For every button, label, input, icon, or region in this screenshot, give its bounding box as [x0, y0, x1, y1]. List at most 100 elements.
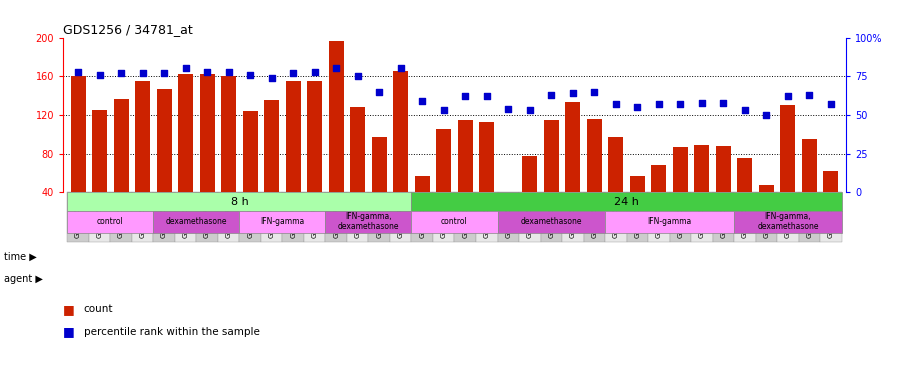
Point	[71, 69, 86, 75]
Point	[286, 70, 301, 76]
Bar	[820, 192, 842, 242]
Bar	[221, 76, 236, 192]
Point	[200, 69, 214, 75]
Bar	[157, 89, 172, 192]
Point	[523, 107, 537, 113]
Point	[393, 66, 408, 72]
Point	[565, 90, 580, 96]
Bar	[415, 176, 430, 192]
Point	[93, 72, 107, 78]
Bar	[178, 74, 194, 192]
Point	[630, 104, 644, 110]
Bar	[626, 192, 648, 242]
Bar	[522, 156, 537, 192]
Text: ■: ■	[63, 326, 75, 338]
Bar	[824, 171, 839, 192]
Bar	[393, 71, 409, 192]
Text: control: control	[441, 217, 468, 226]
Bar	[304, 192, 326, 242]
Bar	[239, 211, 326, 232]
Bar	[798, 192, 820, 242]
Bar	[328, 41, 344, 192]
Bar	[458, 120, 473, 192]
Point	[178, 66, 193, 72]
Bar	[307, 81, 322, 192]
Bar	[519, 192, 541, 242]
Bar	[734, 211, 842, 232]
Bar	[802, 139, 817, 192]
Bar	[411, 192, 433, 242]
Point	[135, 70, 149, 76]
Point	[308, 69, 322, 75]
Bar	[368, 192, 390, 242]
Bar	[153, 192, 175, 242]
Bar	[68, 192, 411, 211]
Bar	[734, 192, 756, 242]
Bar	[243, 111, 257, 192]
Point	[587, 88, 601, 94]
Point	[458, 93, 473, 99]
Point	[673, 101, 688, 107]
Bar	[476, 192, 498, 242]
Bar	[218, 192, 239, 242]
Bar	[89, 192, 111, 242]
Bar	[713, 192, 734, 242]
Bar	[346, 192, 368, 242]
Point	[350, 73, 365, 79]
Point	[824, 101, 838, 107]
Text: time ▶: time ▶	[4, 252, 37, 262]
Bar	[544, 120, 559, 192]
Bar	[694, 145, 709, 192]
Point	[652, 101, 666, 107]
Bar	[390, 192, 411, 242]
Bar	[541, 192, 562, 242]
Bar	[411, 211, 498, 232]
Bar	[780, 105, 796, 192]
Text: IFN-gamma,
dexamethasone: IFN-gamma, dexamethasone	[338, 212, 400, 231]
Bar	[652, 165, 666, 192]
Bar	[326, 192, 346, 242]
Bar	[433, 192, 454, 242]
Bar	[670, 192, 691, 242]
Bar	[648, 192, 670, 242]
Bar	[196, 192, 218, 242]
Text: GDS1256 / 34781_at: GDS1256 / 34781_at	[63, 23, 193, 36]
Bar	[479, 122, 494, 192]
Bar	[691, 192, 713, 242]
Point	[716, 99, 731, 105]
Point	[157, 70, 171, 76]
Text: ■: ■	[63, 303, 75, 316]
Text: dexamethasone: dexamethasone	[166, 217, 227, 226]
Text: 24 h: 24 h	[614, 196, 639, 207]
Bar	[716, 146, 731, 192]
Point	[221, 69, 236, 75]
Bar	[498, 211, 605, 232]
Point	[114, 70, 129, 76]
Point	[608, 101, 623, 107]
Point	[372, 88, 386, 94]
Text: IFN-gamma,
dexamethasone: IFN-gamma, dexamethasone	[757, 212, 819, 231]
Point	[802, 92, 816, 98]
Point	[436, 107, 451, 113]
Text: count: count	[84, 304, 113, 314]
Bar	[372, 137, 387, 192]
Point	[760, 112, 774, 118]
Bar	[587, 119, 602, 192]
Bar	[326, 211, 411, 232]
Bar	[756, 192, 778, 242]
Bar	[737, 158, 752, 192]
Bar	[605, 192, 626, 242]
Bar	[498, 192, 519, 242]
Bar	[68, 192, 89, 242]
Text: control: control	[97, 217, 123, 226]
Bar	[261, 192, 283, 242]
Bar	[778, 192, 798, 242]
Point	[480, 93, 494, 99]
Bar	[454, 192, 476, 242]
Bar	[68, 211, 153, 232]
Text: IFN-gamma: IFN-gamma	[260, 217, 304, 226]
Text: agent ▶: agent ▶	[4, 274, 43, 284]
Point	[780, 93, 795, 99]
Point	[265, 75, 279, 81]
Bar	[608, 137, 624, 192]
